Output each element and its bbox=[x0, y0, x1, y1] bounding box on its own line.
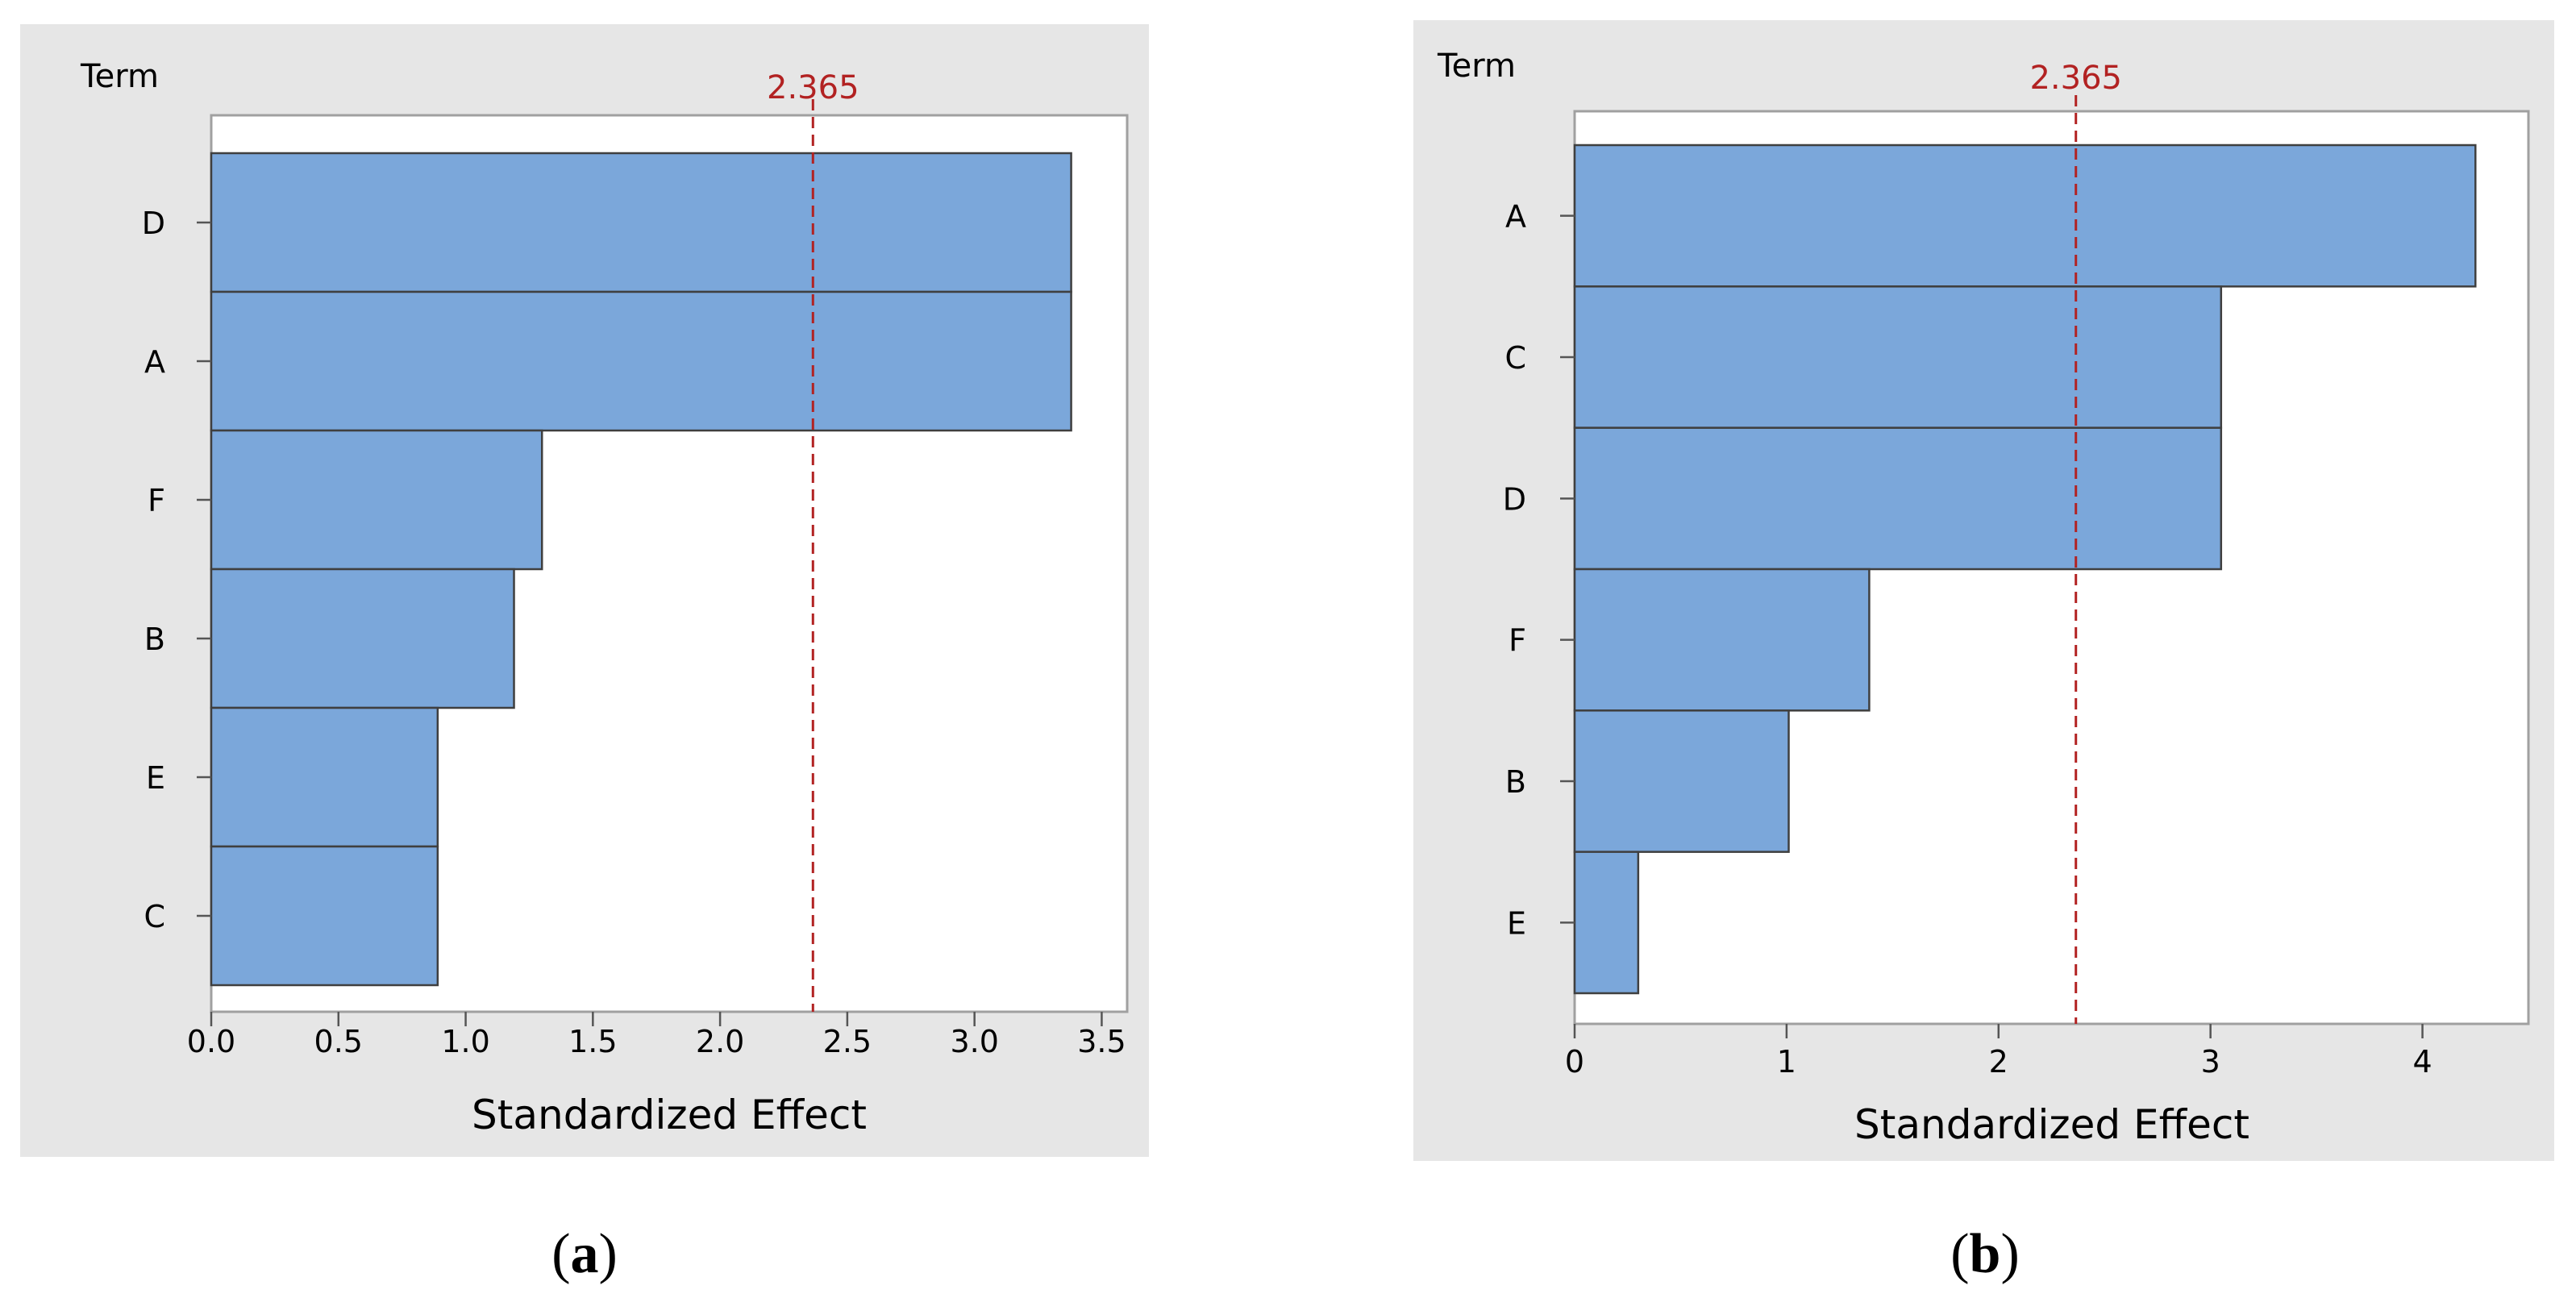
x-tick-label: 1 bbox=[1777, 1044, 1796, 1079]
x-tick-label: 3 bbox=[2201, 1044, 2220, 1079]
bar-B bbox=[1573, 709, 1790, 853]
caption-b: (b) bbox=[1950, 1223, 2020, 1285]
x-tick-label: 2 bbox=[1989, 1044, 2008, 1079]
panel-b-term-header: Term bbox=[1437, 48, 1516, 85]
bar-F bbox=[210, 429, 543, 571]
bar-A bbox=[210, 290, 1072, 432]
bar-F bbox=[1573, 568, 1871, 712]
reference-line-label: 2.365 bbox=[2029, 60, 2122, 97]
category-label-D: D bbox=[1503, 481, 1526, 517]
category-label-A: A bbox=[1505, 199, 1526, 235]
x-tick-label: 3.0 bbox=[950, 1024, 998, 1059]
x-tick-label: 0.5 bbox=[314, 1024, 363, 1059]
bar-C bbox=[210, 845, 439, 987]
bar-B bbox=[210, 568, 515, 709]
caption-b-open: ( bbox=[1950, 1223, 1969, 1285]
x-tick-label: 3.5 bbox=[1077, 1024, 1126, 1059]
panel-b-x-ticks: 0 1 2 3 4 bbox=[1565, 1024, 2432, 1079]
category-label-D: D bbox=[142, 206, 165, 241]
panel-b-x-axis-label: Standardized Effect bbox=[1854, 1101, 2249, 1148]
x-tick-label: 0.0 bbox=[187, 1024, 235, 1059]
bar-E bbox=[210, 706, 439, 848]
caption-a: (a) bbox=[551, 1223, 618, 1285]
caption-b-letter: b bbox=[1970, 1223, 2001, 1285]
bar-D bbox=[210, 152, 1072, 293]
caption-a-letter: a bbox=[571, 1223, 599, 1285]
category-label-F: F bbox=[1509, 623, 1526, 659]
panel-a-bars bbox=[210, 152, 1072, 987]
category-label-A: A bbox=[144, 344, 165, 380]
x-tick-label: 1.0 bbox=[441, 1024, 489, 1059]
panel-b-reference: 2.365 bbox=[2029, 60, 2122, 1024]
category-label-E: E bbox=[146, 760, 165, 796]
bar-A bbox=[1573, 144, 2477, 288]
reference-line-label: 2.365 bbox=[767, 69, 859, 106]
panel-a-term-header: Term bbox=[80, 58, 159, 95]
panel-a-x-axis-label: Standardized Effect bbox=[472, 1092, 867, 1138]
chart-panel-b: Term Standardized Effect A C D F B E 0 1 2 3 4 2.… bbox=[1413, 20, 2554, 1161]
panel-a-x-ticks: 0.0 0.5 1.0 1.5 2.0 2.5 3.0 3.5 bbox=[187, 1012, 1126, 1059]
panel-b-category-ticks: A C D F B E bbox=[1503, 199, 1575, 941]
caption-a-close: ) bbox=[599, 1223, 618, 1285]
panel-a-category-ticks: D A F B E C bbox=[142, 206, 211, 934]
bar-C bbox=[1573, 285, 2223, 429]
chart-panel-a: Term Standardized Effect D A F B E C 0.0 0.5 1.… bbox=[20, 24, 1149, 1157]
x-tick-label: 4 bbox=[2412, 1044, 2432, 1079]
category-label-C: C bbox=[1504, 340, 1526, 376]
bar-D bbox=[1573, 426, 2223, 571]
panel-a-reference: 2.365 bbox=[767, 69, 859, 1012]
bar-E bbox=[1573, 851, 1640, 995]
caption-a-open: ( bbox=[551, 1223, 570, 1285]
category-label-E: E bbox=[1507, 905, 1526, 941]
category-label-C: C bbox=[144, 899, 165, 934]
x-tick-label: 2.5 bbox=[823, 1024, 872, 1059]
x-tick-label: 0 bbox=[1565, 1044, 1584, 1079]
caption-b-close: ) bbox=[2000, 1223, 2019, 1285]
category-label-B: B bbox=[144, 622, 165, 657]
category-label-F: F bbox=[148, 483, 165, 518]
x-tick-label: 1.5 bbox=[568, 1024, 617, 1059]
category-label-B: B bbox=[1505, 764, 1526, 800]
x-tick-label: 2.0 bbox=[696, 1024, 744, 1059]
